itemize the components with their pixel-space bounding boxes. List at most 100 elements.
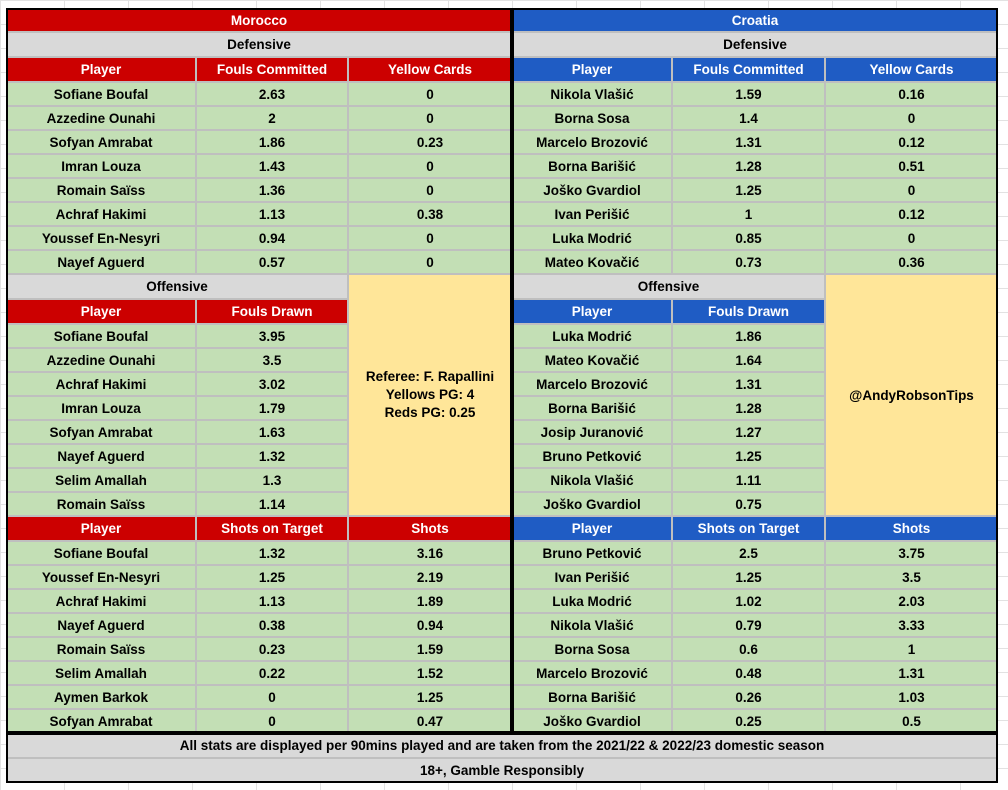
referee-line3: Reds PG: 0.25 (384, 405, 476, 420)
morocco-defensive-cell: 1.86 (196, 130, 348, 154)
croatia-offensive-cell: Luka Modrić (512, 324, 672, 348)
croatia-defensive-cell: 0.16 (825, 82, 998, 106)
croatia-defensive-cell: 0 (825, 106, 998, 130)
croatia-offensive-cell: Joško Gvardiol (512, 492, 672, 516)
morocco-defensive-cell: 0 (348, 178, 512, 202)
croatia-shots-cell: 3.75 (825, 541, 998, 565)
morocco-defensive-cell: 1.36 (196, 178, 348, 202)
morocco-shots-cell: 0.38 (196, 613, 348, 637)
morocco-offensive-cell: Azzedine Ounahi (6, 348, 196, 372)
morocco-shots-cell: 0.94 (348, 613, 512, 637)
croatia-defensive-cell: 1.4 (672, 106, 825, 130)
morocco-shots-cell: 1.59 (348, 637, 512, 661)
morocco-offensive-cell: 3.02 (196, 372, 348, 396)
morocco-offensive-section-title: Offensive (6, 274, 348, 299)
croatia-shots-cell: 1.31 (825, 661, 998, 685)
footer-note: All stats are displayed per 90mins playe… (6, 733, 998, 758)
croatia-defensive-cell: 0.12 (825, 202, 998, 226)
morocco-shots-cell: Aymen Barkok (6, 685, 196, 709)
morocco-defensive-section-title: Defensive (6, 32, 512, 57)
croatia-offensive-header-0: Player (512, 299, 672, 324)
croatia-offensive-cell: 1.11 (672, 468, 825, 492)
croatia-defensive-cell: 0 (825, 226, 998, 250)
morocco-defensive-cell: 0.23 (348, 130, 512, 154)
croatia-defensive-cell: 0.85 (672, 226, 825, 250)
croatia-shots-cell: 3.5 (825, 565, 998, 589)
morocco-shots-cell: Romain Saïss (6, 637, 196, 661)
croatia-shots-header-0: Player (512, 516, 672, 541)
morocco-defensive-cell: Azzedine Ounahi (6, 106, 196, 130)
croatia-shots-cell: Luka Modrić (512, 589, 672, 613)
morocco-shots-cell: 2.19 (348, 565, 512, 589)
morocco-defensive-cell: Romain Saïss (6, 178, 196, 202)
croatia-team-title: Croatia (512, 8, 998, 32)
morocco-defensive-cell: 0.38 (348, 202, 512, 226)
morocco-shots-cell: 0.22 (196, 661, 348, 685)
morocco-offensive-header-1: Fouls Drawn (196, 299, 348, 324)
croatia-offensive-cell: Josip Juranović (512, 420, 672, 444)
morocco-shots-cell: 3.16 (348, 541, 512, 565)
croatia-offensive-header-1: Fouls Drawn (672, 299, 825, 324)
morocco-offensive-cell: Romain Saïss (6, 492, 196, 516)
croatia-offensive-cell: Marcelo Brozović (512, 372, 672, 396)
morocco-defensive-cell: Youssef En-Nesyri (6, 226, 196, 250)
morocco-offensive-header-0: Player (6, 299, 196, 324)
morocco-defensive-cell: 0.57 (196, 250, 348, 274)
croatia-defensive-cell: 1.28 (672, 154, 825, 178)
croatia-shots-cell: 2.03 (825, 589, 998, 613)
croatia-shots-cell: 0.79 (672, 613, 825, 637)
croatia-shots-cell: 1 (825, 637, 998, 661)
morocco-offensive-cell: 1.63 (196, 420, 348, 444)
croatia-offensive-cell: 1.31 (672, 372, 825, 396)
morocco-shots-header-0: Player (6, 516, 196, 541)
croatia-defensive-section-title: Defensive (512, 32, 998, 57)
croatia-shots-cell: 1.02 (672, 589, 825, 613)
morocco-shots-cell: Nayef Aguerd (6, 613, 196, 637)
morocco-defensive-cell: 1.13 (196, 202, 348, 226)
croatia-defensive-cell: 1 (672, 202, 825, 226)
croatia-offensive-cell: 1.28 (672, 396, 825, 420)
morocco-offensive-cell: 3.95 (196, 324, 348, 348)
croatia-shots-header-1: Shots on Target (672, 516, 825, 541)
morocco-defensive-cell: 0 (348, 82, 512, 106)
footer-disclaimer: 18+, Gamble Responsibly (6, 758, 998, 783)
croatia-defensive-cell: Nikola Vlašić (512, 82, 672, 106)
croatia-defensive-cell: Luka Modrić (512, 226, 672, 250)
croatia-shots-cell: 2.5 (672, 541, 825, 565)
morocco-offensive-cell: Nayef Aguerd (6, 444, 196, 468)
morocco-defensive-cell: 2.63 (196, 82, 348, 106)
morocco-defensive-cell: Achraf Hakimi (6, 202, 196, 226)
croatia-defensive-cell: 0.73 (672, 250, 825, 274)
morocco-defensive-cell: Nayef Aguerd (6, 250, 196, 274)
morocco-defensive-cell: 0 (348, 106, 512, 130)
croatia-shots-cell: Joško Gvardiol (512, 709, 672, 733)
morocco-offensive-cell: Sofyan Amrabat (6, 420, 196, 444)
croatia-offensive-cell: Nikola Vlašić (512, 468, 672, 492)
morocco-offensive-cell: 1.79 (196, 396, 348, 420)
croatia-offensive-cell: 1.64 (672, 348, 825, 372)
croatia-offensive-cell: 0.75 (672, 492, 825, 516)
croatia-defensive-cell: Joško Gvardiol (512, 178, 672, 202)
croatia-defensive-cell: Marcelo Brozović (512, 130, 672, 154)
croatia-defensive-header-0: Player (512, 57, 672, 82)
croatia-defensive-cell: 0 (825, 178, 998, 202)
morocco-defensive-cell: Imran Louza (6, 154, 196, 178)
croatia-shots-cell: 0.48 (672, 661, 825, 685)
morocco-shots-cell: Sofyan Amrabat (6, 709, 196, 733)
croatia-defensive-header-2: Yellow Cards (825, 57, 998, 82)
morocco-defensive-cell: 0 (348, 226, 512, 250)
referee-line1: Referee: F. Rapallini (365, 369, 495, 384)
croatia-defensive-header-1: Fouls Committed (672, 57, 825, 82)
morocco-shots-cell: 0 (196, 709, 348, 733)
croatia-shots-cell: 0.26 (672, 685, 825, 709)
morocco-shots-cell: Achraf Hakimi (6, 589, 196, 613)
morocco-shots-cell: 1.32 (196, 541, 348, 565)
croatia-defensive-cell: Borna Barišić (512, 154, 672, 178)
morocco-defensive-header-0: Player (6, 57, 196, 82)
morocco-team-title: Morocco (6, 8, 512, 32)
morocco-shots-cell: 0.47 (348, 709, 512, 733)
morocco-shots-cell: 1.25 (348, 685, 512, 709)
croatia-shots-cell: 0.6 (672, 637, 825, 661)
morocco-shots-header-2: Shots (348, 516, 512, 541)
morocco-offensive-cell: 3.5 (196, 348, 348, 372)
